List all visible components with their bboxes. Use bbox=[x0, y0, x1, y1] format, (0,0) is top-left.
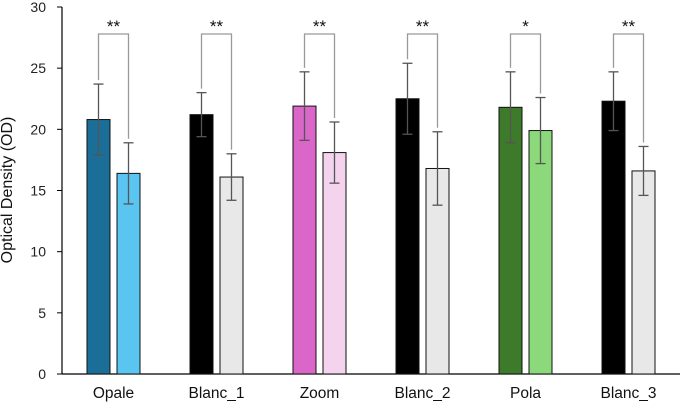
significance-bracket bbox=[509, 33, 542, 94]
bar-blanc-3-s2 bbox=[631, 170, 656, 375]
bar-blanc-1-s1 bbox=[189, 114, 214, 375]
significance-bracket bbox=[200, 33, 233, 150]
bar-pola-s2 bbox=[528, 130, 553, 375]
x-tick-label: Opale bbox=[93, 385, 134, 402]
bar-pola-s1 bbox=[498, 106, 523, 375]
x-tick-label: Blanc_2 bbox=[394, 385, 450, 402]
y-axis-label: Optical Density (OD) bbox=[0, 117, 16, 264]
y-tick-label: 10 bbox=[30, 244, 46, 260]
bar-blanc-3-s1 bbox=[601, 100, 626, 375]
y-tick-label: 25 bbox=[30, 60, 46, 76]
bar-zoom-s1 bbox=[292, 105, 317, 375]
x-tick-label: Zoom bbox=[300, 385, 340, 402]
x-tick-label: Blanc_3 bbox=[600, 385, 656, 402]
plot-area: 0 5 10 15 20 25 30 Opale ** Blanc_1 ** Zoom ** Blanc_… bbox=[30, 0, 680, 402]
significance-marker: ** bbox=[107, 17, 121, 36]
y-tick-label: 0 bbox=[38, 366, 46, 382]
x-tick-label: Blanc_1 bbox=[188, 385, 244, 402]
significance-bracket bbox=[97, 33, 130, 139]
y-tick-label: 5 bbox=[38, 305, 46, 321]
bar-blanc-2-s1 bbox=[395, 98, 420, 375]
bar-blanc-1-s2 bbox=[219, 176, 244, 375]
significance-marker: ** bbox=[210, 17, 224, 36]
significance-bracket bbox=[406, 33, 439, 128]
y-tick-label: 15 bbox=[30, 183, 46, 199]
bar-zoom-s2 bbox=[322, 152, 347, 375]
y-tick-label: 30 bbox=[30, 0, 46, 15]
x-tick-label: Pola bbox=[510, 385, 541, 402]
significance-marker: ** bbox=[416, 17, 430, 36]
significance-bracket bbox=[612, 33, 645, 143]
bar-opale-s1 bbox=[86, 119, 111, 375]
significance-marker: ** bbox=[622, 17, 636, 36]
significance-marker: ** bbox=[313, 17, 327, 36]
significance-marker: * bbox=[522, 17, 529, 36]
significance-bracket bbox=[303, 33, 336, 118]
y-tick-label: 20 bbox=[30, 121, 46, 137]
